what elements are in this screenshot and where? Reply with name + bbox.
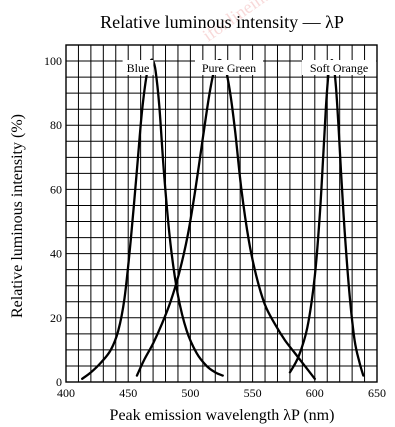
series-label-soft-orange: Soft Orange xyxy=(310,61,368,75)
series-line-pure-green xyxy=(135,58,316,380)
series-labels: Blue Pure Green Soft Orange xyxy=(122,60,377,75)
series-label-background xyxy=(195,60,263,75)
series-label-pure-green: Pure Green xyxy=(202,61,256,75)
series-line-blue xyxy=(81,58,224,380)
x-tick-label: 650 xyxy=(368,386,386,400)
x-tick-label: 450 xyxy=(119,386,137,400)
x-axis-label: Peak emission wavelength λP (nm) xyxy=(110,407,335,424)
y-tick-label: 40 xyxy=(50,247,62,261)
x-tick-label: 550 xyxy=(244,386,262,400)
series-label-background xyxy=(301,60,377,75)
x-tick-label: 500 xyxy=(181,386,199,400)
plot-frame xyxy=(65,44,378,383)
y-tick-label: 80 xyxy=(50,118,62,132)
y-axis-label: Relative luminous intensity (%) xyxy=(9,114,26,318)
y-tick-label: 60 xyxy=(50,182,62,196)
y-tick-label: 20 xyxy=(50,311,62,325)
tick-labels: 400 450 500 550 600 650 0 20 40 60 80 100 xyxy=(44,54,386,400)
y-tick-label: 0 xyxy=(56,375,62,389)
series-label-background xyxy=(122,60,154,75)
grid xyxy=(66,45,377,382)
x-tick-label: 400 xyxy=(57,386,75,400)
series-curves xyxy=(81,58,365,380)
chart-title: Relative luminous intensity — λP xyxy=(100,12,344,32)
x-tick-label: 600 xyxy=(306,386,324,400)
y-tick-label: 100 xyxy=(44,54,62,68)
series-label-blue: Blue xyxy=(127,61,150,75)
